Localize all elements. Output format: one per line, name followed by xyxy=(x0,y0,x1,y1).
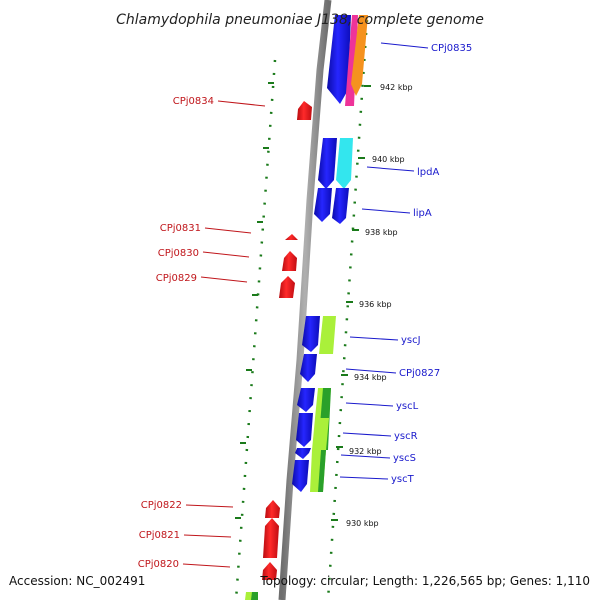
gene-label-reverse[interactable]: CPj0820 xyxy=(138,559,179,570)
gene-arrow-forward[interactable] xyxy=(351,15,368,96)
map-title: Chlamydophila pneumoniae J138, complete … xyxy=(116,12,484,28)
gene-label-forward[interactable]: yscT xyxy=(391,474,415,485)
forward-tick-track xyxy=(326,19,369,600)
gene-arrow-forward[interactable] xyxy=(292,460,309,492)
gene-arrow-forward[interactable] xyxy=(318,450,326,492)
gene-arrow-forward[interactable] xyxy=(296,413,313,447)
leader-line xyxy=(185,504,234,508)
leader-line xyxy=(345,368,397,374)
gene-label-reverse[interactable]: CPj0829 xyxy=(156,273,197,284)
gene-arrow-forward[interactable] xyxy=(332,188,349,224)
gene-label-forward[interactable]: CPj0835 xyxy=(431,43,472,54)
leader-line xyxy=(182,563,231,568)
gene-arrow-reverse[interactable] xyxy=(297,101,312,120)
gene-label-reverse[interactable]: CPj0822 xyxy=(141,500,182,511)
forward-gene-labels: CPj0835 lpdA lipA yscJ CPj0827 yscL yscR… xyxy=(391,43,472,485)
kbp-label: 930 kbp xyxy=(346,519,379,528)
reverse-tick-dashes xyxy=(235,82,274,519)
leader-line xyxy=(217,100,266,107)
gene-arrow-forward[interactable] xyxy=(319,316,336,354)
gene-arrow-forward[interactable] xyxy=(314,188,332,222)
reverse-gene-labels: CPj0834 CPj0831 CPj0830 CPj0829 CPj0822 … xyxy=(138,96,214,570)
gene-arrow-forward[interactable] xyxy=(302,316,320,352)
gene-arrow-forward[interactable] xyxy=(327,15,351,104)
kbp-label: 940 kbp xyxy=(372,155,405,164)
gene-label-forward[interactable]: yscR xyxy=(394,431,418,442)
genome-backbone xyxy=(278,0,332,600)
leader-line xyxy=(361,208,411,214)
reverse-strand-genes xyxy=(262,101,312,580)
kbp-labels: 942 kbp 940 kbp 938 kbp 936 kbp 934 kbp … xyxy=(346,83,413,528)
gene-arrow-reverse[interactable] xyxy=(263,518,279,558)
kbp-label: 932 kbp xyxy=(349,447,382,456)
gene-arrow-forward[interactable] xyxy=(336,138,353,189)
leader-line xyxy=(342,432,392,437)
reverse-tick-dots xyxy=(234,59,277,600)
kbp-label: 942 kbp xyxy=(380,83,413,92)
leader-line xyxy=(204,227,252,234)
gene-arrow-reverse[interactable] xyxy=(265,500,280,518)
kbp-scale-ticks xyxy=(331,85,371,521)
gene-arrow-forward[interactable] xyxy=(297,388,315,412)
gene-label-forward[interactable]: lpdA xyxy=(417,167,439,178)
gene-label-reverse[interactable]: CPj0830 xyxy=(158,248,199,259)
leader-line xyxy=(200,276,248,283)
gene-arrow-forward[interactable] xyxy=(312,418,329,450)
gene-label-forward[interactable]: yscJ xyxy=(401,335,421,346)
kbp-label: 936 kbp xyxy=(359,300,392,309)
gene-label-forward[interactable]: yscL xyxy=(396,401,419,412)
forward-tick-dots xyxy=(326,19,369,600)
reverse-gene-leaders xyxy=(182,100,266,568)
gene-arrow-forward[interactable] xyxy=(318,138,337,189)
kbp-label: 938 kbp xyxy=(365,228,398,237)
gene-label-reverse[interactable]: CPj0834 xyxy=(173,96,214,107)
gene-label-reverse[interactable]: CPj0821 xyxy=(139,530,180,541)
leader-line xyxy=(380,42,429,49)
forward-strand-genes xyxy=(245,15,368,600)
accession-label: Accession: NC_002491 xyxy=(9,574,146,588)
gene-arrow-forward[interactable] xyxy=(295,448,311,459)
gene-label-forward[interactable]: CPj0827 xyxy=(399,368,440,379)
leader-line xyxy=(202,251,250,258)
forward-gene-leaders xyxy=(339,42,429,480)
leader-line xyxy=(339,476,389,480)
genome-summary-label: Topology: circular; Length: 1,226,565 bp… xyxy=(260,574,590,588)
gene-arrow-forward[interactable] xyxy=(251,592,258,600)
gene-arrow-reverse[interactable] xyxy=(282,251,297,271)
gene-label-forward[interactable]: lipA xyxy=(413,208,432,219)
gene-label-reverse[interactable]: CPj0831 xyxy=(160,223,201,234)
gene-arrow-forward[interactable] xyxy=(300,354,317,382)
gene-arrow-reverse[interactable] xyxy=(279,276,295,298)
gene-arrow-reverse[interactable] xyxy=(262,562,277,580)
leader-line xyxy=(183,534,232,538)
leader-line xyxy=(349,336,399,341)
leader-line xyxy=(366,166,415,172)
gene-label-forward[interactable]: yscS xyxy=(393,453,416,464)
leader-line xyxy=(345,402,394,407)
kbp-label: 934 kbp xyxy=(354,373,387,382)
gene-arrow-reverse[interactable] xyxy=(285,234,298,240)
reverse-tick-track xyxy=(234,59,277,600)
leader-line xyxy=(340,454,391,459)
